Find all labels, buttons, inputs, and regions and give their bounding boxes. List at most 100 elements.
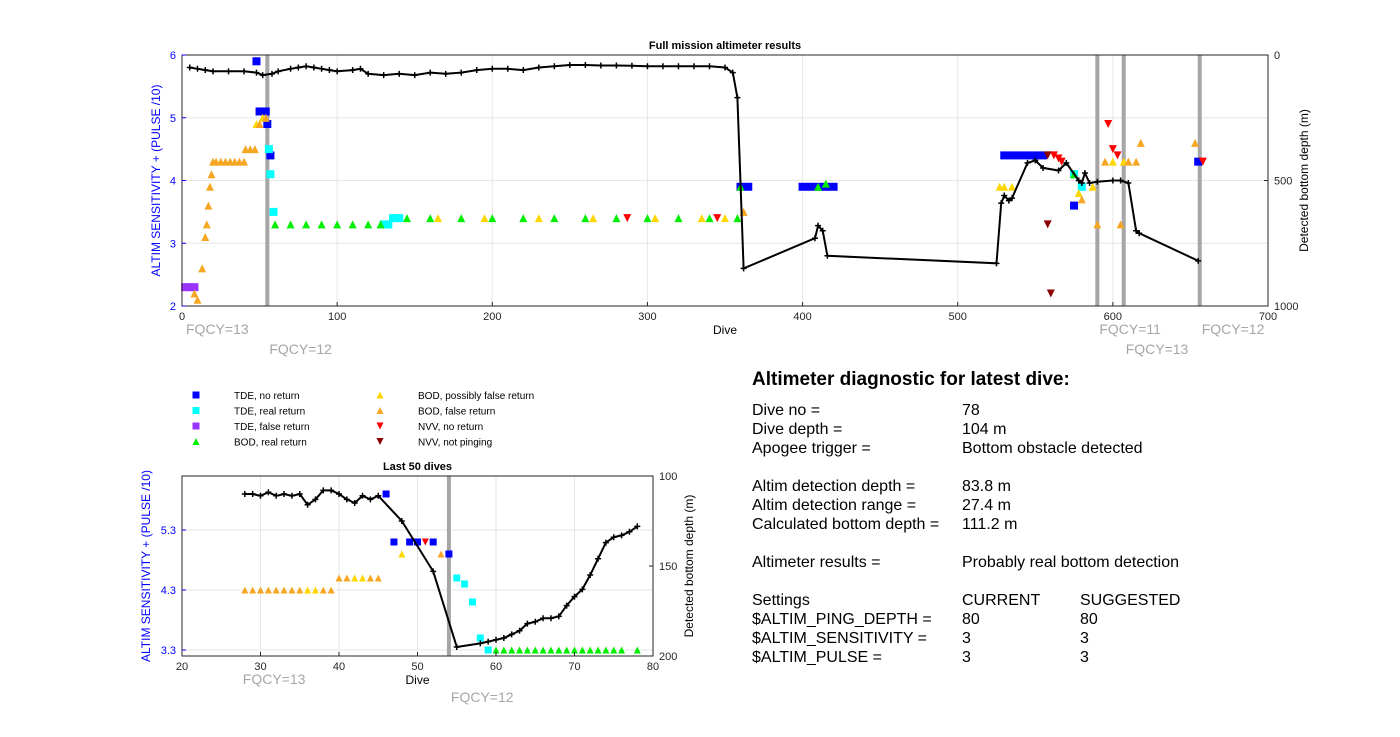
data-point <box>508 646 516 654</box>
bottom-depth-point <box>1063 159 1070 166</box>
fqcy-label: FQCY=12 <box>1202 321 1265 337</box>
x-tick-label: 60 <box>490 661 502 673</box>
bottom-depth-point <box>602 539 609 546</box>
bottom-depth-point <box>310 64 317 71</box>
data-point <box>255 120 264 129</box>
bottom-depth-point <box>634 523 641 530</box>
data-point <box>348 220 357 229</box>
bottom-depth-point <box>1055 167 1062 174</box>
bottom-depth-point <box>202 67 209 74</box>
y-tick-label: 2 <box>170 301 176 313</box>
data-point <box>610 646 618 654</box>
data-point <box>388 214 397 223</box>
bottom-depth-point <box>659 63 666 70</box>
results-value: Probably real bottom detection <box>962 554 1180 571</box>
full-mission-chart: 0 100 200 300 400 500 600 700 2 3 4 5 6 0 500 1000 Full … <box>149 40 1311 357</box>
data-point <box>333 220 342 229</box>
bottom-depth-point <box>579 586 586 593</box>
legend-label: BOD, false return <box>418 407 495 418</box>
fqcy-label: FQCY=12 <box>451 689 514 705</box>
data-point <box>1043 220 1052 229</box>
data-point <box>1077 195 1086 204</box>
data-point <box>1108 157 1117 166</box>
bottom-depth-point <box>241 68 248 75</box>
settings-header-row: Settings CURRENT SUGGESTED <box>752 591 1372 610</box>
bottom-depth-point <box>500 635 507 641</box>
data-point <box>589 214 598 223</box>
legend-marker <box>192 422 200 430</box>
diagnostic-title: Altimeter diagnostic for latest dive: <box>752 369 1070 390</box>
apogee-label: Apogee trigger = <box>752 440 871 457</box>
bottom-depth-point <box>326 67 333 74</box>
dive-no-row: Dive no = 78 <box>752 401 1372 420</box>
bottom-depth-point <box>268 70 275 77</box>
x-tick-label: 40 <box>333 661 345 673</box>
data-point <box>198 264 207 273</box>
bottom-depth-point <box>275 68 282 75</box>
data-point <box>571 646 578 654</box>
data-point <box>255 107 264 116</box>
data-point <box>697 214 706 223</box>
bottom-depth-point <box>504 65 511 72</box>
bottom-depth-point <box>367 496 374 503</box>
sensitivity-label: $ALTIM_SENSITIVITY = <box>752 630 928 647</box>
y2-tick-label: 150 <box>659 561 677 573</box>
data-point <box>563 646 571 654</box>
data-point <box>250 145 259 154</box>
bottom-depth-point <box>1001 192 1008 199</box>
x-tick-label: 80 <box>647 661 659 673</box>
bottom-depth-point <box>675 63 682 70</box>
data-point <box>1191 138 1200 147</box>
data-point <box>1136 138 1145 147</box>
data-point <box>1198 157 1207 166</box>
data-point <box>252 57 261 66</box>
fqcy-label: FQCY=12 <box>269 341 332 357</box>
data-point <box>426 214 435 223</box>
data-point <box>266 170 275 179</box>
calculated-depth-value: 111.2 m <box>962 516 1018 533</box>
y-tick-label: 4 <box>170 176 176 188</box>
data-point <box>484 646 492 654</box>
bottom-depth-point <box>427 69 434 76</box>
y-tick-label: 6 <box>170 50 176 62</box>
bottom-depth-point <box>210 68 217 75</box>
data-point <box>207 170 216 179</box>
y-tick-label: 4.3 <box>161 585 176 597</box>
bottom-depth-point <box>1078 180 1085 187</box>
data-point <box>269 207 278 216</box>
pulse-current: 3 <box>962 649 971 666</box>
data-point <box>713 214 722 223</box>
data-point <box>581 214 590 223</box>
bottom-depth-point <box>815 222 822 229</box>
bottom-depth-point <box>520 67 527 74</box>
dive-depth-label: Dive depth = <box>752 421 843 438</box>
detection-range-value: 27.4 m <box>962 497 1011 514</box>
bottom-depth-point <box>273 492 280 499</box>
data-point <box>249 586 257 594</box>
bottom-depth-point <box>1086 180 1093 187</box>
data-point <box>1000 151 1009 160</box>
x-tick-label: 0 <box>179 311 185 323</box>
sensitivity-row: $ALTIM_SENSITIVITY = 3 3 <box>752 629 1372 648</box>
data-point <box>181 283 190 292</box>
bottom-depth-point <box>1094 178 1101 185</box>
detection-range-label: Altim detection range = <box>752 497 917 514</box>
x-tick-label: 700 <box>1259 311 1277 323</box>
y2-axis-label: Detected bottom depth (m) <box>682 495 696 638</box>
data-point <box>364 220 373 229</box>
bottom-depth-point <box>489 65 496 72</box>
x-tick-label: 600 <box>1104 311 1122 323</box>
bottom-depth-point <box>540 615 547 622</box>
pulse-row: $ALTIM_PULSE = 3 3 <box>752 648 1372 667</box>
data-point <box>201 232 210 241</box>
bottom-depth-point <box>555 613 562 620</box>
data-point <box>414 538 421 546</box>
results-label: Altimeter results = <box>752 554 881 571</box>
data-point <box>382 490 390 498</box>
data-point <box>204 201 213 210</box>
data-point <box>1088 182 1097 191</box>
bottom-depth-point <box>551 63 558 70</box>
data-point <box>798 182 807 191</box>
bottom-depth-point <box>1133 227 1140 234</box>
bottom-depth-point <box>249 491 256 497</box>
